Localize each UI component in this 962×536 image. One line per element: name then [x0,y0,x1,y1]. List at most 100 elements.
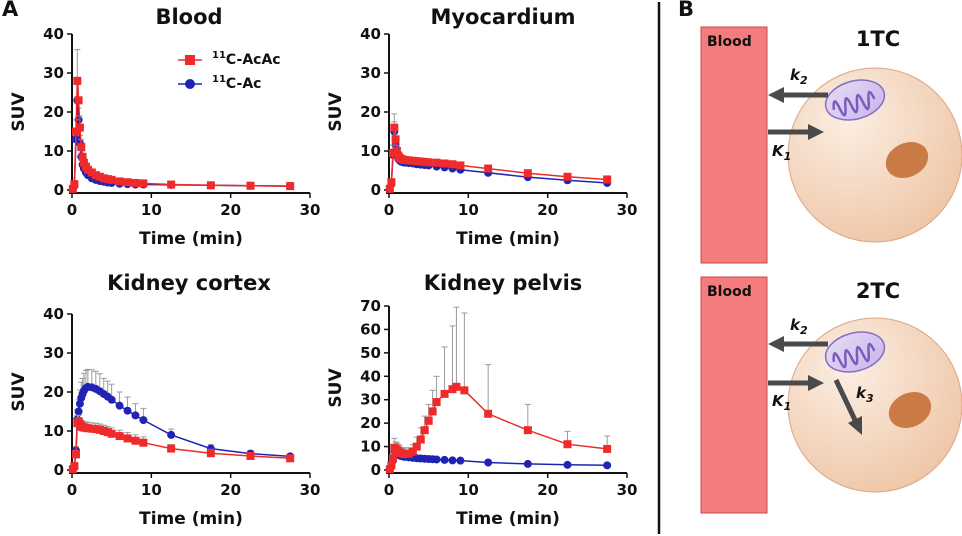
blood-acac-point [75,123,84,132]
k1-subscript-1tc: 1 [784,150,792,163]
kidney-pelvis-acac-point [432,398,441,407]
kidney-pelvis-acac-point [412,442,421,451]
kidney-cortex-acac-point [131,436,140,445]
myocardium-acac-point [523,169,532,178]
blood-x-tick-label: 0 [67,201,77,219]
kidney-pelvis-y-tick-label: 30 [360,391,381,409]
legend-acac-label: 11C-AcAc [212,50,281,68]
blood-title: Blood [155,5,222,29]
k1-label-2tc: K1 [772,392,791,413]
myocardium-acac-point [432,158,441,167]
myocardium-x-axis-label: Time (min) [456,229,560,249]
kidney-cortex-title: Kidney cortex [107,271,271,295]
kidney-pelvis-acac-point [563,440,572,449]
kidney-pelvis-acac-point [388,454,397,463]
kidney-cortex-ac-point [123,406,132,415]
blood-x-tick-label: 30 [300,201,321,219]
blood-acac-point [286,182,295,191]
kidney-cortex-acac-point [107,429,116,438]
kidney-pelvis-y-tick-label: 20 [360,414,381,432]
myocardium-title: Myocardium [430,5,575,29]
kidney-cortex-acac-point [115,432,124,441]
panel-a-label: A [2,0,19,21]
kidney-cortex-ac-point [131,411,140,420]
kidney-pelvis-ac-point [563,460,572,469]
mitochondrion-1tc [824,79,886,121]
kidney-cortex-acac-point [71,450,80,459]
myocardium-acac-point [484,164,493,173]
kidney-cortex-acac-point [139,438,148,447]
kidney-pelvis-acac-point [416,435,425,444]
legend-ac-name: C-Ac [226,76,262,92]
kidney-cortex-y-axis-label: SUV [9,372,29,412]
blood-acac-point [246,181,255,190]
kidney-pelvis-x-tick-label: 10 [458,481,479,499]
kidney-cortex-x-tick-label: 10 [141,481,162,499]
blood-y-axis-label: SUV [9,92,29,132]
myocardium-acac-point [387,178,396,187]
kidney-pelvis-acac-point [484,409,493,418]
kidney-cortex-y-tick-label: 40 [43,305,64,323]
blood-y-tick-label: 30 [43,64,64,82]
k1-subscript-2tc: 1 [784,400,792,413]
kidney-cortex-ac-point [139,416,148,425]
arrow-k2-2tc-head [768,336,784,352]
myocardium-acac-point [385,184,394,193]
mitochondrion-2tc [824,331,886,373]
k3-subscript-2tc: 3 [866,392,874,405]
chart-myocardium: Myocardium 0 10 20 30 40 0 10 20 30 Time (min) SUV [326,5,637,249]
kidney-pelvis-ac-point [523,459,532,468]
panel-b-label: B [678,0,694,21]
legend-ac-marker [185,79,195,89]
kidney-pelvis-acac-point [408,447,417,456]
k2-subscript-2tc: 2 [800,324,808,337]
chart-kidney-pelvis: Kidney pelvis 0 10 20 30 40 50 60 70 0 10 20 30 Time … [326,271,637,529]
nucleus-2tc [888,392,932,428]
k1-symbol-1tc: K [772,142,785,160]
kidney-cortex-x-tick-label: 0 [67,481,77,499]
kidney-cortex-ac-point [167,430,176,439]
kidney-cortex-ac-point [115,401,124,410]
kidney-pelvis-acac-point [424,416,433,425]
blood-x-tick-label: 20 [220,201,241,219]
kidney-pelvis-y-axis-label: SUV [326,368,346,408]
myocardium-acac-point [563,172,572,181]
myocardium-acac-point [391,135,400,144]
blood-acac-line [72,80,291,190]
k2-symbol-2tc: k [790,316,801,334]
mitochondrion-2tc-cristae [832,342,876,369]
myocardium-acac-point [603,175,612,184]
legend-item-acac: 11C-AcAc [178,50,281,68]
blood-label-1tc: Blood [707,34,752,50]
blood-x-axis-label: Time (min) [139,229,243,249]
blood-acac-point [167,180,176,189]
blood-acac-point [77,143,86,152]
k3-symbol-2tc: k [856,384,867,402]
legend-acac-name: C-AcAc [226,52,281,68]
blood-acac-point [115,177,124,186]
arrow-k2-1tc-head [768,87,784,103]
k3-label-2tc: k3 [856,384,874,405]
blood-compartment-1tc [700,26,768,264]
mitochondrion-1tc-cristae [832,90,876,117]
myocardium-acac-point [448,160,457,169]
arrow-k3-2tc [833,378,862,435]
kidney-pelvis-y-tick-label: 10 [360,438,381,456]
kidney-cortex-y-tick-label: 10 [43,422,64,440]
blood-acac-point [74,96,83,105]
kidney-pelvis-ac-point [603,461,612,470]
kidney-cortex-acac-point [286,454,295,463]
blood-compartment-2tc [700,276,768,514]
myocardium-x-tick-label: 20 [537,201,558,219]
blood-y-tick-label: 0 [54,181,64,199]
arrow-k1-2tc [768,375,824,391]
kidney-pelvis-acac-point [452,382,461,391]
blood-acac-point [68,184,77,193]
kidney-pelvis-x-tick-label: 20 [537,481,558,499]
kidney-pelvis-ac-point [432,455,441,464]
kidney-pelvis-acac-point [460,386,469,395]
kidney-pelvis-x-tick-label: 30 [617,481,638,499]
arrow-k3-2tc-shaft [833,378,858,422]
kidney-cortex-acac-point [123,434,132,443]
